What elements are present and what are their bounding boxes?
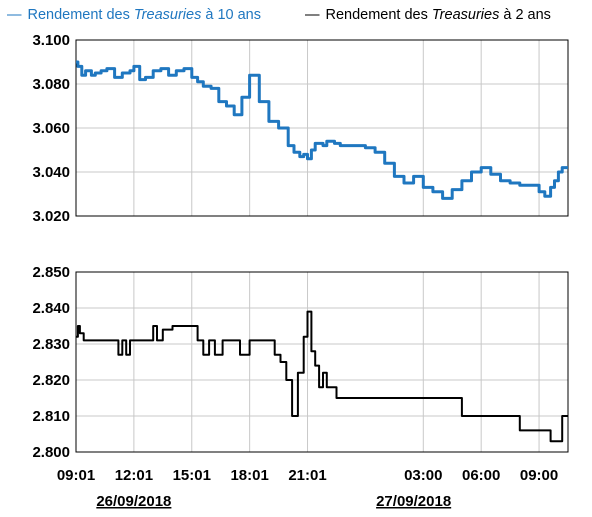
ytick-label-2y-1: 2.840 [32,300,70,317]
legend-10y-italic: Treasuries [133,7,202,23]
legend-dash-2y: — [305,7,320,23]
ytick-label-2y-4: 2.810 [32,408,70,425]
legend-2y-suffix: à 2 ans [499,7,551,23]
ytick-label-2y-5: 2.800 [32,444,70,461]
legend-2y-prefix: Rendement des [325,7,432,23]
xtick-label-5: 03:00 [404,467,442,484]
xtick-label-6: 06:00 [462,467,500,484]
xtick-label-2: 15:01 [173,467,211,484]
ytick-label-10y-0: 3.100 [32,32,70,49]
ytick-label-10y-2: 3.060 [32,120,70,137]
ytick-label-10y-4: 3.020 [32,208,70,225]
legend-item-10y: — Rendement des Treasuries à 10 ans [7,7,261,23]
ytick-label-2y-3: 2.820 [32,372,70,389]
series-line-10y [76,60,568,200]
ytick-label-10y-1: 3.080 [32,76,70,93]
series-line-2y [76,310,568,443]
xtick-label-4: 21:01 [288,467,326,484]
plot-frame-2y [75,271,569,453]
ytick-label-2y-2: 2.830 [32,336,70,353]
legend-dash-10y: — [7,7,22,23]
plot-frame-10y [75,39,569,217]
ytick-label-10y-3: 3.040 [32,164,70,181]
legend-10y-prefix: Rendement des [27,7,134,23]
xtick-label-7: 09:00 [520,467,558,484]
legend-2y-italic: Treasuries [431,7,500,23]
xtick-label-1: 12:01 [115,467,153,484]
xtick-label-3: 18:01 [230,467,268,484]
date-label-0: 26/09/2018 [96,493,171,510]
date-label-1: 27/09/2018 [376,493,451,510]
legend-item-2y: — Rendement des Treasuries à 2 ans [305,7,551,23]
legend-10y-suffix: à 10 ans [201,7,261,23]
chart-legend: — Rendement des Treasuries à 10 ans — Rend… [4,4,588,28]
ytick-label-2y-0: 2.850 [32,264,70,281]
xtick-label-0: 09:01 [57,467,95,484]
